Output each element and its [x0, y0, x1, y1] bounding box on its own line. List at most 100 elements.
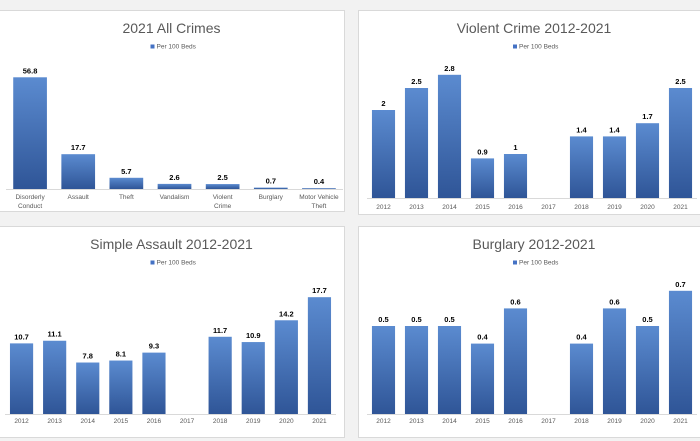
tick-label-2016: 2016 [508, 418, 523, 425]
chart-svg: Violent Crime 2012-2021 Per 100 Beds 2 2012… [367, 20, 697, 211]
bar-2015 [470, 343, 495, 414]
tick-label-motor-vehicle-theft: Motor Vehicle Theft [299, 194, 339, 210]
bar-2012 [371, 326, 396, 414]
bar-assault [61, 154, 96, 189]
data-label-2014: 0.5 [444, 315, 454, 324]
data-label-2013: 0.5 [411, 315, 421, 324]
chart-legend: Per 100 Beds [513, 44, 559, 51]
tick-label-2013: 2013 [409, 418, 424, 425]
tick-label-2017: 2017 [541, 204, 556, 211]
bar-2016 [142, 352, 166, 414]
data-label-2018: 11.7 [213, 326, 227, 335]
data-label-2019: 1.4 [609, 125, 620, 134]
tick-label-assault: Assault [68, 194, 90, 201]
bar-2018 [569, 343, 594, 414]
data-label-burglary: 0.7 [266, 177, 276, 186]
data-label-2018: 1.4 [576, 125, 587, 134]
tick-label-2020: 2020 [640, 204, 655, 211]
tick-label-2019: 2019 [607, 418, 622, 425]
bar-2019 [602, 308, 627, 414]
tick-label-2012: 2012 [376, 418, 391, 425]
data-label-assault: 17.7 [71, 143, 86, 152]
bar-2013 [404, 326, 429, 414]
tick-label-2021: 2021 [673, 418, 688, 425]
bar-2015 [470, 158, 495, 198]
data-label-2020: 14.2 [279, 309, 294, 318]
tick-label-vandalism: Vandalism [160, 194, 190, 201]
bar-2016 [503, 308, 528, 414]
tick-label-2020: 2020 [279, 418, 294, 425]
legend-label: Per 100 Beds [519, 44, 559, 51]
bar-2020 [635, 326, 660, 414]
chart-title: 2021 All Crimes [122, 20, 220, 36]
bar-2021 [668, 290, 693, 414]
chart-svg: 2021 All Crimes Per 100 Beds 56.8 Disorderl… [6, 20, 343, 210]
tick-label-2015: 2015 [475, 418, 490, 425]
data-label-2016: 0.6 [510, 297, 520, 306]
chart-legend: Per 100 Beds [150, 44, 197, 51]
bar-2014 [437, 326, 462, 414]
bar-2016 [503, 154, 528, 198]
tick-label-violent-crime: Violent Crime [213, 194, 233, 210]
tick-label-2019: 2019 [246, 418, 261, 425]
chart-panel-simple-assault: Simple Assault 2012-2021 Per 100 Beds 10.7… [0, 226, 345, 438]
tick-label-2016: 2016 [508, 204, 523, 211]
tick-label-2017: 2017 [180, 418, 195, 425]
data-label-2014: 7.8 [83, 352, 93, 361]
data-label-2019: 0.6 [609, 297, 619, 306]
chart-title: Burglary 2012-2021 [473, 236, 596, 252]
tick-label-disorderly-conduct: Disorderly Conduct [15, 194, 45, 210]
data-label-2015: 0.4 [477, 333, 488, 342]
legend-swatch [150, 44, 155, 49]
data-label-2013: 11.1 [48, 330, 62, 339]
tick-label-2014: 2014 [442, 204, 457, 211]
data-label-2014: 2.8 [444, 64, 454, 73]
bar-2020 [274, 320, 298, 414]
bar-2020 [635, 123, 660, 198]
tick-label-burglary: Burglary [259, 194, 284, 201]
data-label-2016: 9.3 [149, 342, 159, 351]
data-label-2012: 0.5 [378, 315, 388, 324]
tick-label-2021: 2021 [673, 204, 688, 211]
data-label-2019: 10.9 [246, 331, 261, 340]
bar-burglary [253, 187, 288, 189]
legend-label: Per 100 Beds [157, 44, 197, 51]
tick-label-2016: 2016 [147, 418, 162, 425]
data-label-violent-crime: 2.5 [217, 173, 227, 182]
legend-swatch [513, 260, 517, 265]
legend-swatch [150, 260, 155, 265]
tick-label-2014: 2014 [81, 418, 96, 425]
data-label-2012: 2 [381, 99, 385, 108]
data-label-2020: 0.5 [642, 315, 652, 324]
tick-label-theft: Theft [119, 194, 134, 201]
data-label-2021: 0.7 [675, 280, 685, 289]
tick-label-2020: 2020 [640, 418, 655, 425]
bar-2019 [602, 136, 627, 198]
legend-swatch [513, 44, 517, 49]
bar-2012 [9, 343, 34, 414]
data-label-2021: 2.5 [675, 77, 685, 86]
bar-2013 [43, 340, 67, 414]
tick-label-2012: 2012 [376, 204, 391, 211]
bar-vandalism [157, 183, 192, 189]
bar-2021 [307, 297, 332, 414]
data-label-vandalism: 2.6 [169, 173, 179, 182]
chart-panel-burglary: Burglary 2012-2021 Per 100 Beds 0.5 2012 0.5… [358, 226, 700, 438]
bar-2015 [109, 360, 133, 414]
tick-label-2018: 2018 [213, 418, 228, 425]
tick-label-2021: 2021 [312, 418, 327, 425]
data-label-2021: 17.7 [312, 286, 327, 295]
bar-2014 [76, 362, 100, 414]
chart-panel-all-crimes: 2021 All Crimes Per 100 Beds 56.8 Disorderl… [0, 10, 345, 212]
tick-label-2015: 2015 [114, 418, 129, 425]
bar-disorderly-conduct [13, 77, 47, 189]
data-label-theft: 5.7 [121, 167, 131, 176]
bar-2021 [668, 88, 693, 198]
bar-2014 [437, 74, 462, 198]
tick-label-2013: 2013 [47, 418, 62, 425]
data-label-2016: 1 [513, 143, 517, 152]
chart-svg: Simple Assault 2012-2021 Per 100 Beds 10.7… [5, 236, 336, 425]
bar-motor-vehicle-theft [302, 188, 336, 189]
tick-label-2015: 2015 [475, 204, 490, 211]
tick-label-2018: 2018 [574, 418, 589, 425]
